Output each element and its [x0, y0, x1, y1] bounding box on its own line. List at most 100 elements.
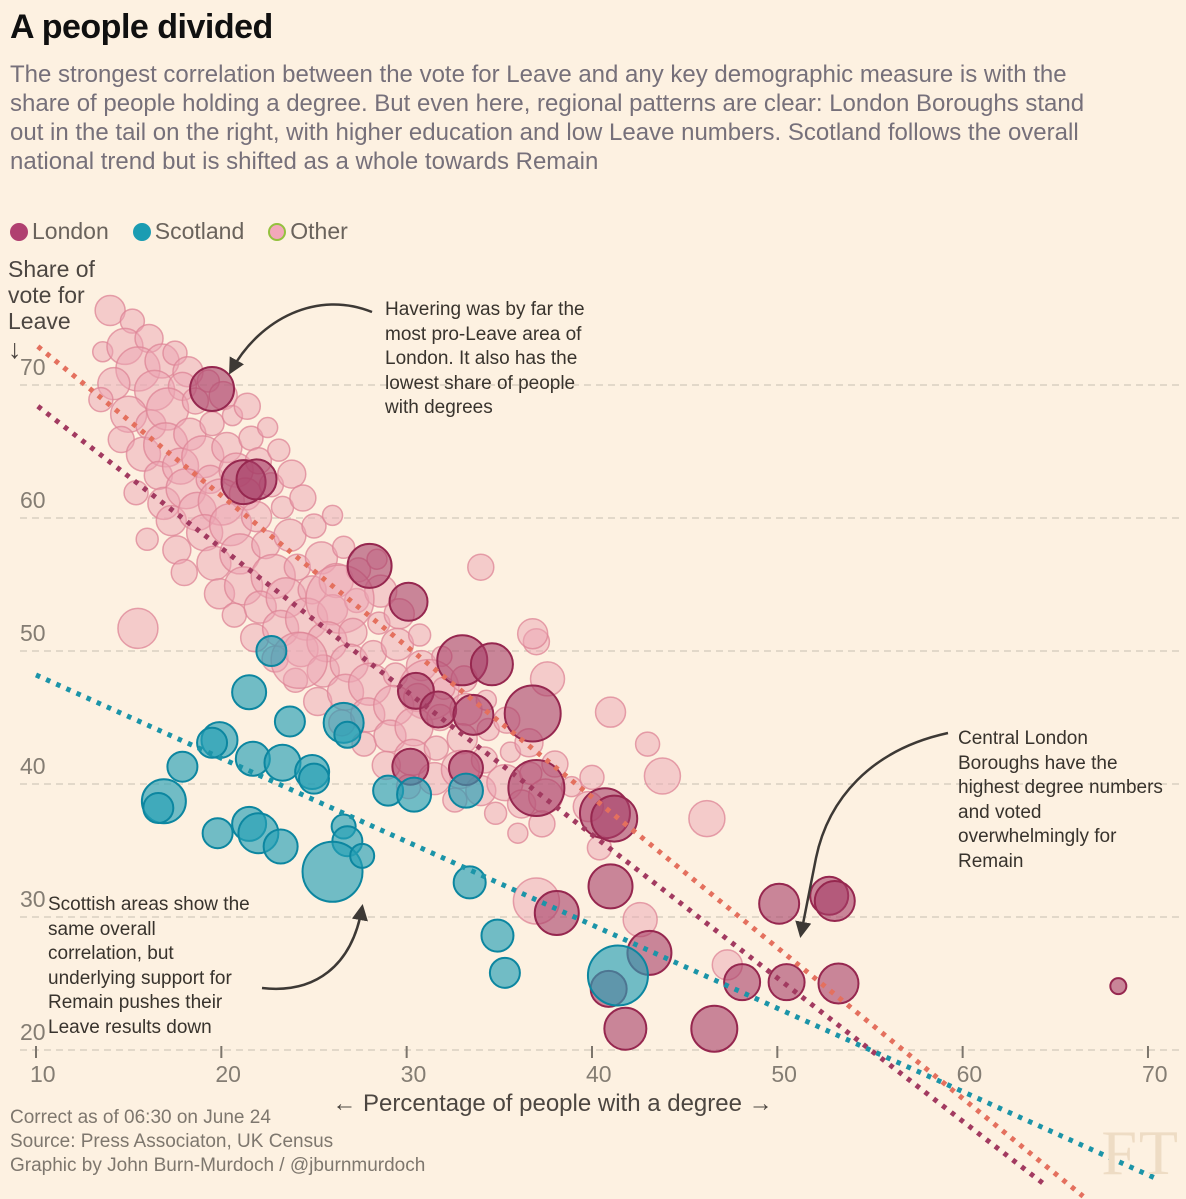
legend-item-other: Other: [268, 218, 348, 245]
bubble-other: [135, 527, 159, 552]
footer-notes: Correct as of 06:30 on June 24 Source: P…: [10, 1107, 426, 1176]
bubble-other: [170, 558, 199, 587]
bubble-other: [579, 764, 605, 791]
y-tick-label: 50: [20, 620, 46, 646]
bubble-other: [467, 553, 495, 581]
bubble-scotland: [142, 791, 175, 824]
bubble-london: [690, 1004, 739, 1053]
bubble-london: [235, 458, 278, 501]
x-tick-label: 70: [1141, 1061, 1168, 1087]
bubble-other: [643, 757, 682, 795]
bubble-scotland: [586, 944, 649, 1007]
bubble-london: [1109, 977, 1128, 996]
y-axis-down-arrow-icon: ↓: [8, 334, 22, 364]
bubble-scotland: [231, 674, 268, 711]
y-tick-label: 60: [20, 487, 46, 513]
bubble-scotland: [480, 918, 515, 953]
annotation-havering: Havering was by far the most pro-Leave a…: [385, 299, 585, 418]
annotation-arrows: [229, 303, 949, 991]
x-tick-label: 60: [956, 1061, 983, 1087]
y-tick-label: 40: [20, 753, 46, 779]
bubble-scotland: [273, 705, 306, 738]
legend: London Scotland Other: [10, 218, 348, 245]
trend-line-london: [36, 404, 1048, 1188]
y-axis-title: Share of vote for Leave: [8, 256, 95, 334]
bubble-other: [267, 438, 291, 462]
trend-lines: [34, 344, 1159, 1199]
other-legend-label: Other: [290, 218, 348, 244]
bubble-other: [289, 484, 317, 512]
bubble-scotland: [201, 817, 234, 850]
ft-logo: FT: [1101, 1117, 1180, 1188]
y-tick-label: 70: [20, 354, 46, 380]
bubble-other: [688, 799, 726, 838]
annotation-scotland: Scottish areas show the same overall cor…: [48, 894, 250, 1038]
bubble-london: [590, 794, 639, 843]
bubble-other: [483, 801, 508, 826]
bubble-scotland: [255, 635, 288, 667]
scotland-legend-dot: [132, 222, 151, 241]
bubble-london: [346, 542, 393, 589]
bubble-scotland: [297, 762, 330, 795]
bubble-london: [723, 963, 762, 1002]
axis-ticks: [35, 1046, 1149, 1058]
trend-line-scotland: [34, 672, 1159, 1182]
x-tick-label: 40: [585, 1061, 612, 1087]
bubble-london: [452, 693, 495, 736]
legend-item-london: London: [10, 218, 109, 245]
other-legend-dot: [268, 222, 287, 241]
trend-line-other: [36, 344, 1085, 1199]
bubble-london: [503, 684, 562, 743]
annotation-central-london: Central London Boroughs have the highest…: [958, 728, 1163, 872]
bubble-other: [277, 459, 307, 489]
bubble-london: [587, 863, 634, 910]
bubble-scotland: [349, 842, 376, 869]
bubble-other: [273, 518, 307, 553]
bubble-london: [817, 962, 860, 1005]
x-tick-label: 10: [30, 1061, 56, 1087]
bubble-scotland: [166, 750, 199, 783]
bubble-other: [94, 294, 126, 327]
bubble-london: [603, 1006, 648, 1051]
havering-arrow: [229, 303, 373, 375]
bubble-other: [507, 822, 529, 844]
bubble-other: [240, 500, 273, 533]
bubble-other: [256, 416, 279, 439]
london-legend-dot: [10, 222, 28, 241]
bubble-other: [321, 504, 344, 527]
bubble-london: [758, 882, 801, 925]
bubble-other: [338, 617, 368, 648]
bubble-scotland: [262, 828, 299, 865]
bubble-other: [117, 607, 159, 650]
london-legend-label: London: [32, 218, 109, 244]
bubble-scotland: [396, 776, 433, 813]
bubble-other: [423, 735, 450, 761]
bubble-other: [331, 535, 356, 560]
y-tick-label: 20: [20, 1019, 46, 1045]
bubble-london: [388, 581, 429, 622]
bubble-other: [199, 410, 225, 437]
bubble-other: [407, 623, 432, 647]
scotland-arrow: [261, 903, 368, 991]
bubble-london: [533, 890, 580, 937]
chart-subtitle: The strongest correlation between the vo…: [10, 61, 1085, 175]
bubble-scotland: [452, 865, 487, 900]
x-tick-label: 20: [215, 1061, 241, 1087]
bubble-other: [233, 392, 262, 421]
y-tick-label: 30: [20, 886, 46, 912]
bubble-other: [594, 696, 627, 728]
bubble-other: [221, 602, 248, 628]
bubble-other: [516, 617, 549, 650]
bubble-london: [813, 880, 856, 923]
bubble-other: [301, 513, 327, 539]
bubble-scotland: [196, 726, 229, 759]
x-tick-label: 50: [771, 1061, 797, 1087]
central-london-arrow: [795, 731, 949, 938]
bubble-london: [419, 690, 458, 729]
page-title: A people divided: [10, 8, 273, 46]
bubble-scotland: [333, 720, 362, 749]
bubbles: [88, 294, 1128, 1053]
bubble-london: [469, 642, 514, 687]
